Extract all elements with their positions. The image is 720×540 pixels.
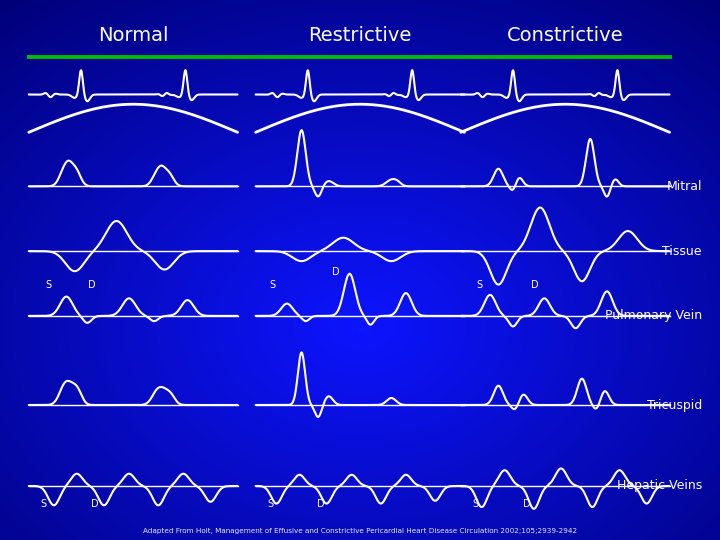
Text: Normal: Normal: [98, 25, 168, 45]
Text: D: D: [523, 498, 530, 509]
Text: S: S: [267, 498, 273, 509]
Text: Tricuspid: Tricuspid: [647, 399, 702, 411]
Text: Constrictive: Constrictive: [507, 25, 624, 45]
Text: D: D: [88, 280, 95, 290]
Text: S: S: [476, 280, 482, 290]
Text: Tissue: Tissue: [662, 245, 702, 258]
Text: D: D: [91, 498, 98, 509]
Text: Adapted From Hoit, Management of Effusive and Constrictive Pericardial Heart Dis: Adapted From Hoit, Management of Effusiv…: [143, 528, 577, 534]
Text: S: S: [45, 280, 51, 290]
Text: Restrictive: Restrictive: [308, 25, 412, 45]
Text: S: S: [269, 280, 276, 290]
Text: S: S: [472, 498, 478, 509]
Text: D: D: [332, 267, 340, 278]
Text: D: D: [318, 498, 325, 509]
Text: S: S: [40, 498, 46, 509]
Text: Mitral: Mitral: [667, 180, 702, 193]
Text: Hepatic Veins: Hepatic Veins: [617, 480, 702, 492]
Text: D: D: [531, 280, 539, 290]
Text: Pulmonary Vein: Pulmonary Vein: [605, 309, 702, 322]
